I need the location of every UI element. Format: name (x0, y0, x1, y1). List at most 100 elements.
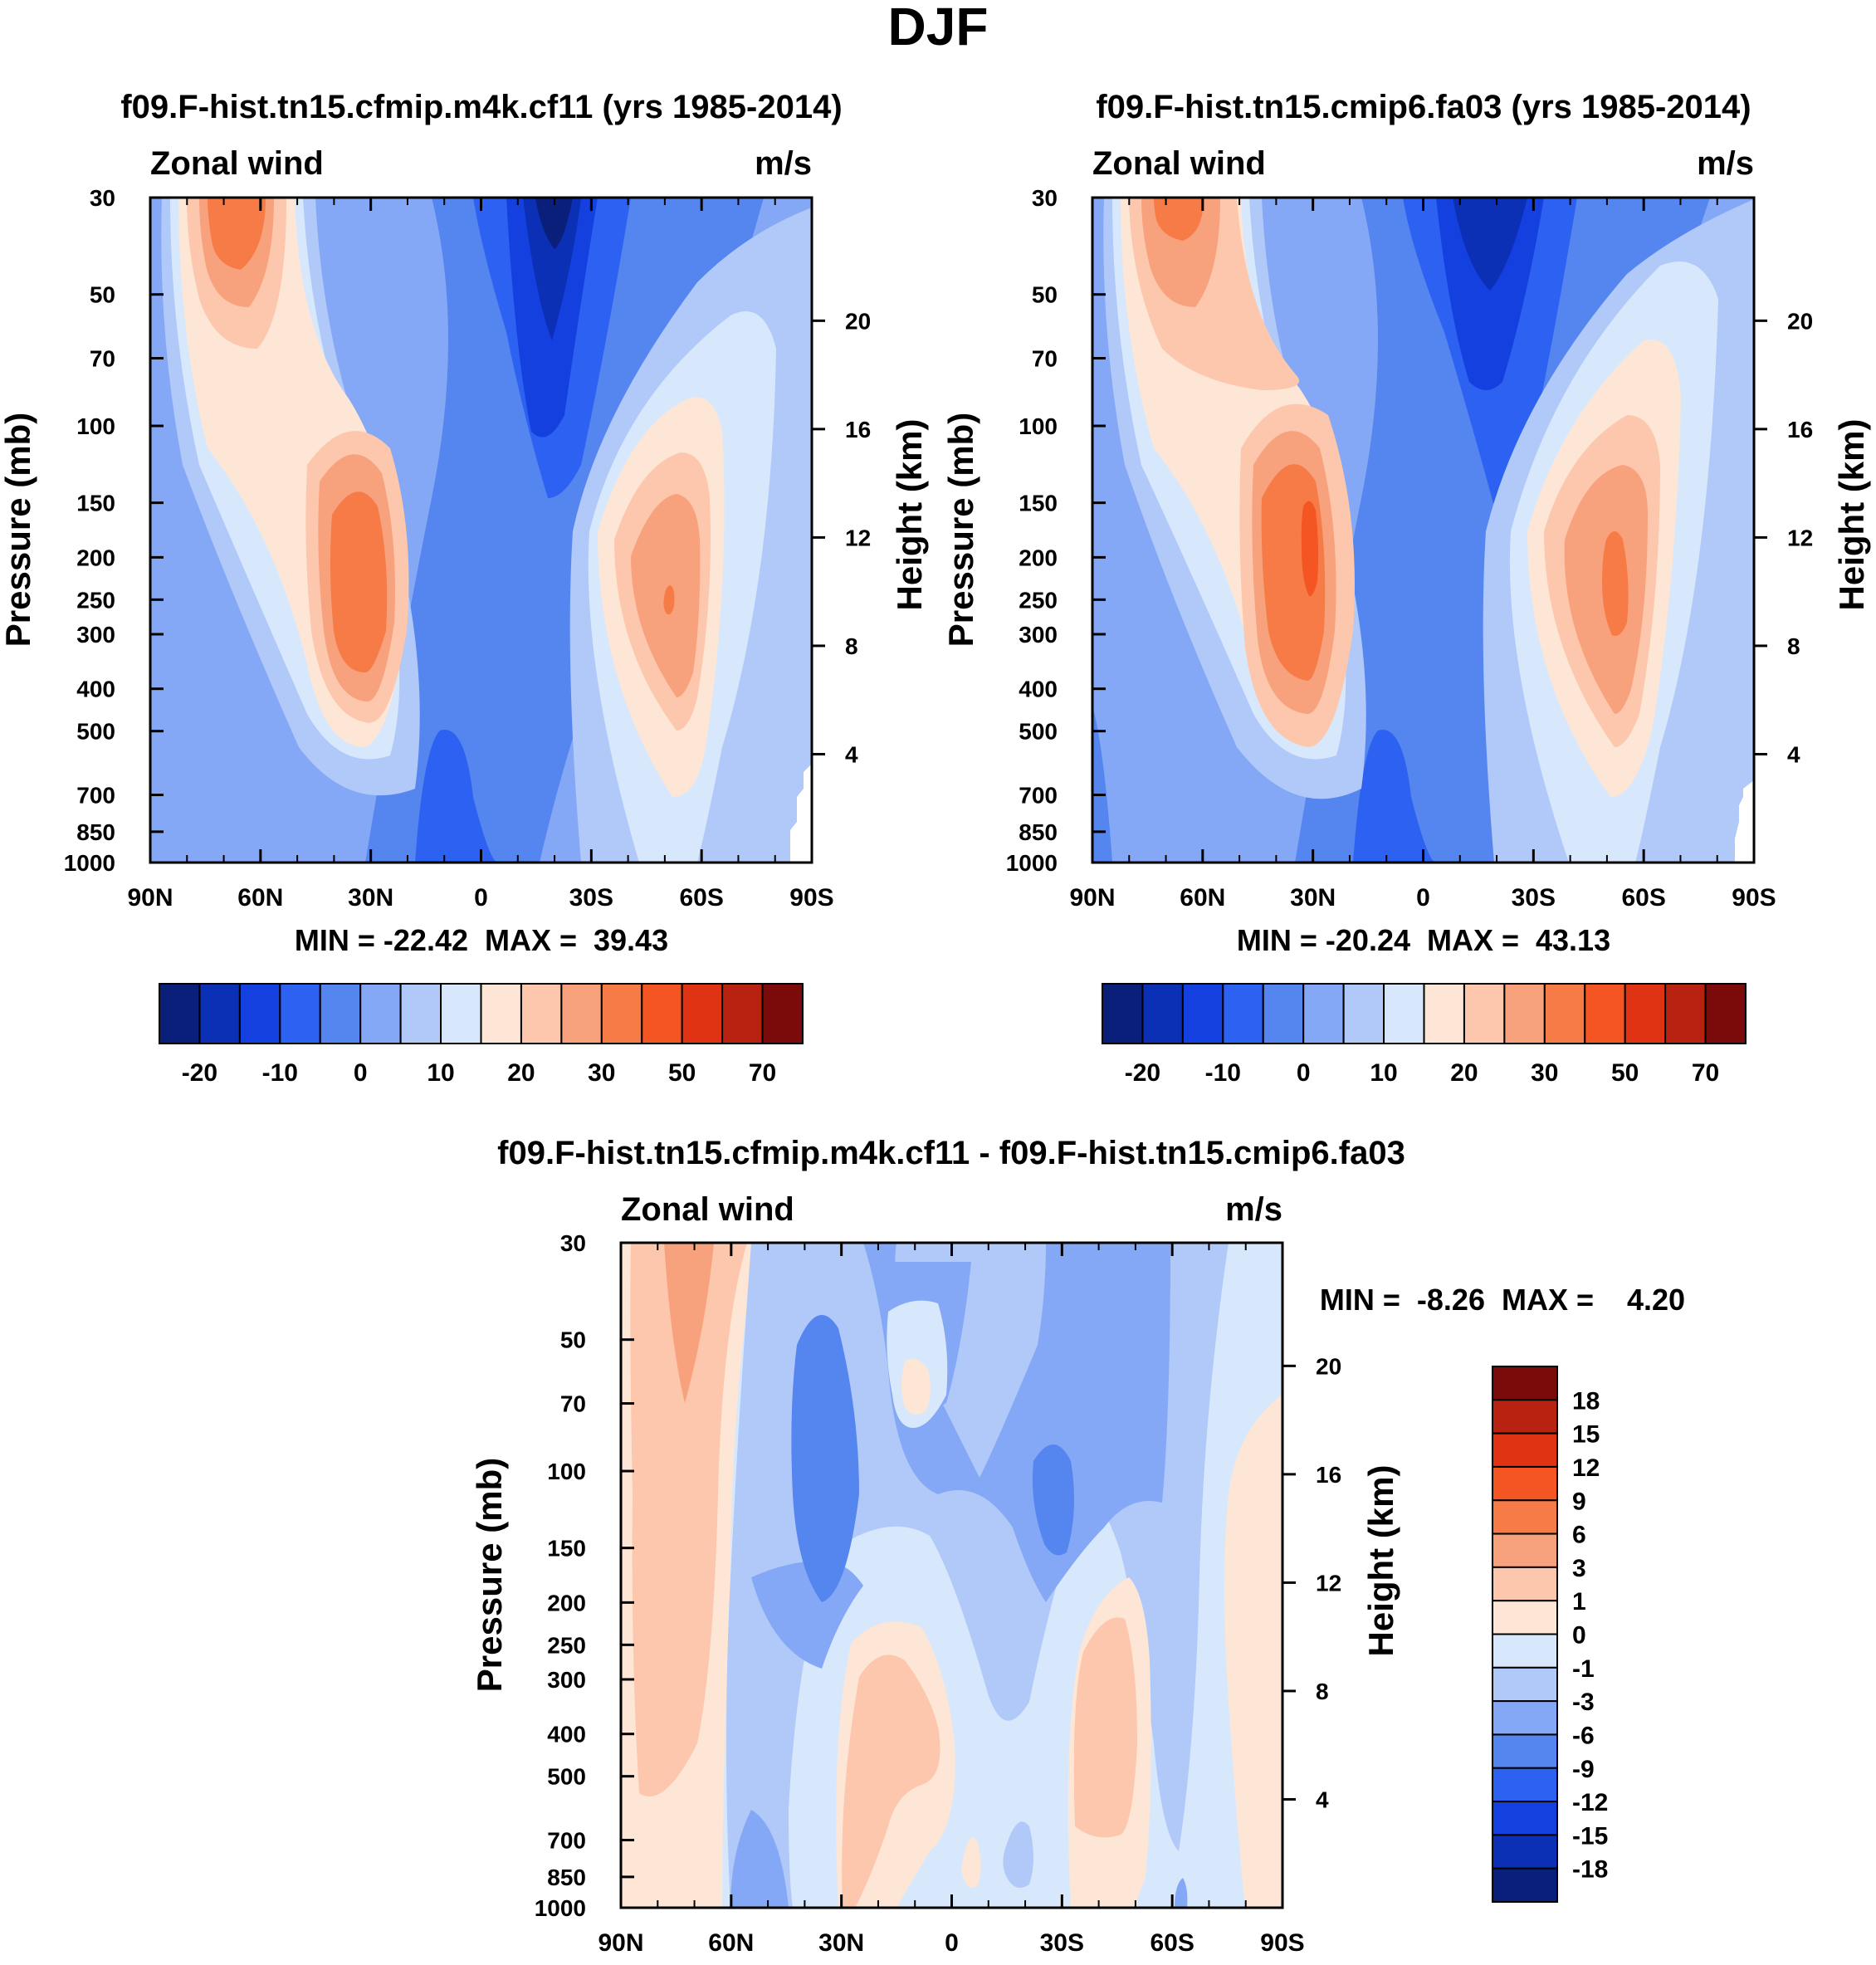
x-tick-label: 30S (1512, 884, 1556, 912)
colorbar-box (1262, 983, 1305, 1044)
colorbar-box (1584, 983, 1626, 1044)
panel1-ylabel: Pressure (mb) (0, 413, 37, 647)
height-tick-label: 16 (845, 417, 871, 442)
colorbar-box (1492, 1834, 1558, 1870)
colorbar-label: 3 (1572, 1555, 1586, 1582)
y-tick-label: 70 (1032, 346, 1058, 372)
panel1-fill-blue-sfc (415, 730, 498, 863)
y-tick-label: 1000 (535, 1895, 586, 1921)
panel2-x-tick-labels: 90N 60N 30N 0 30S 60S 90S (1069, 884, 1776, 912)
colorbar-label: 1 (1572, 1588, 1586, 1616)
y-tick-label: 100 (1019, 413, 1058, 439)
y-tick-label: 70 (90, 346, 115, 372)
colorbar-box (761, 983, 804, 1044)
colorbar-box (1492, 1532, 1558, 1568)
height-tick-label: 12 (845, 525, 871, 550)
height-tick-label: 4 (1787, 741, 1800, 767)
colorbar-box (1222, 983, 1264, 1044)
panel1-fill-missing-corner (790, 764, 812, 863)
y-tick-label: 1000 (1006, 850, 1058, 876)
panel1-ylabel-right: Height (km) (890, 419, 929, 611)
x-tick-label: 60N (1180, 884, 1225, 912)
y-tick-label: 250 (1019, 587, 1058, 613)
height-tick-label: 12 (1787, 525, 1813, 550)
panel1-tick-marks (149, 196, 825, 864)
y-tick-label: 200 (76, 545, 115, 570)
colorbar-label: -10 (1205, 1059, 1241, 1087)
panel1: f09.F-hist.tn15.cfmip.m4k.cf11 (yrs 1985… (0, 89, 929, 1087)
panel3-fill-salmon-lower-right (1073, 1617, 1137, 1838)
colorbar-box (1492, 1600, 1558, 1635)
colorbar-box (1664, 983, 1707, 1044)
height-tick-label: 8 (1787, 633, 1800, 659)
panel3-title: f09.F-hist.tn15.cfmip.m4k.cf11 - f09.F-h… (497, 1135, 1405, 1171)
panel3-fill-salmon-lower-left (842, 1655, 940, 1908)
height-tick-label: 20 (1316, 1353, 1341, 1379)
panel2-fill-orange2-right (1602, 531, 1629, 636)
panel3-tick-marks (619, 1241, 1296, 1909)
height-tick-label: 12 (1316, 1570, 1341, 1596)
panel2-fill-blue-darker (1453, 198, 1527, 291)
colorbar-label: -9 (1572, 1756, 1595, 1783)
colorbar-box (1342, 983, 1385, 1044)
panel2-y-tick-labels: 30 50 70 100 150 200 250 300 400 500 700 850 1000 (1006, 185, 1058, 876)
panel3-variable-label: Zonal wind (621, 1191, 794, 1228)
y-tick-label: 150 (1019, 491, 1058, 516)
x-tick-label: 60S (1150, 1929, 1194, 1957)
colorbar-box (560, 983, 603, 1044)
colorbar-box (520, 983, 563, 1044)
colorbar-box (1704, 983, 1747, 1044)
x-tick-label: 30S (1040, 1929, 1084, 1957)
y-tick-label: 300 (76, 622, 115, 648)
colorbar-box (721, 983, 764, 1044)
height-tick-label: 20 (1787, 308, 1813, 334)
colorbar-box (1492, 1867, 1558, 1903)
panel2-fill-blue-sfc-left (1092, 706, 1112, 863)
colorbar-box (1423, 983, 1465, 1044)
colorbar-box (1492, 1566, 1558, 1602)
colorbar-box (480, 983, 522, 1044)
colorbar-label: 6 (1572, 1522, 1586, 1549)
panel2-fill-blue-sfc (1353, 730, 1436, 863)
colorbar-label: 9 (1572, 1488, 1586, 1515)
panel1-contours (150, 198, 812, 863)
colorbar-box (159, 983, 201, 1044)
y-tick-label: 200 (1019, 545, 1058, 570)
colorbar-box (1492, 1499, 1558, 1535)
panel3-contours (621, 1243, 1282, 1908)
x-tick-label: 90S (789, 884, 833, 912)
panel1-x-tick-labels: 90N 60N 30N 0 30S 60S 90S (127, 884, 833, 912)
panel2-variable-label: Zonal wind (1092, 145, 1266, 182)
colorbar-box (1492, 1666, 1558, 1703)
panel2-units-label: m/s (1697, 145, 1754, 182)
panel2-height-tick-labels: 20 16 12 8 4 (1787, 308, 1813, 767)
y-tick-label: 850 (76, 819, 115, 845)
x-tick-label: 90S (1260, 1929, 1304, 1957)
panel3-fill-blue-dark-right (1032, 1444, 1074, 1556)
panel3: f09.F-hist.tn15.cfmip.m4k.cf11 - f09.F-h… (470, 1135, 1685, 1957)
panel1-height-tick-labels: 20 16 12 8 4 (845, 308, 871, 767)
panel1-fill-orange2-left-top (208, 198, 266, 270)
colorbar-box (359, 983, 402, 1044)
colorbar-label: 12 (1572, 1454, 1600, 1482)
colorbar-box (1102, 983, 1144, 1044)
x-tick-label: 90N (598, 1929, 643, 1957)
y-tick-label: 400 (547, 1722, 586, 1747)
panel2-ylabel-right: Height (km) (1832, 419, 1871, 611)
panel3-fill-blue-mid-sfc (730, 1810, 789, 1908)
colorbar-box (198, 983, 241, 1044)
y-tick-label: 150 (547, 1536, 586, 1562)
y-tick-label: 300 (547, 1667, 586, 1693)
colorbar-box (1181, 983, 1224, 1044)
x-tick-label: 0 (474, 884, 488, 912)
colorbar-box (1492, 1801, 1558, 1836)
y-tick-label: 700 (1019, 783, 1058, 809)
y-tick-label: 250 (76, 587, 115, 613)
panel2-fill-missing-corner (1735, 780, 1754, 863)
panel3-fill-peach-spot (961, 1837, 981, 1888)
panel2: f09.F-hist.tn15.cmip6.fa03 (yrs 1985-201… (941, 89, 1871, 1087)
colorbar-box (641, 983, 683, 1044)
height-tick-label: 8 (845, 633, 858, 659)
colorbar-box (440, 983, 482, 1044)
